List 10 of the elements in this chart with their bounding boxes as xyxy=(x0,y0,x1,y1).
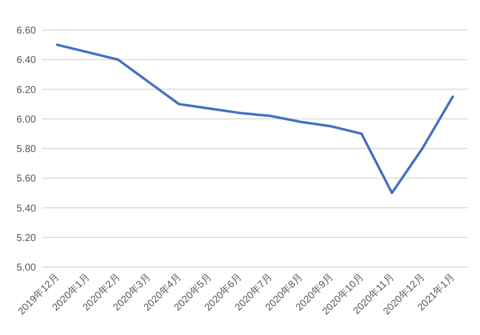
y-tick-label: 5.20 xyxy=(16,232,36,244)
y-tick-label: 5.40 xyxy=(16,203,36,214)
y-tick-label: 6.00 xyxy=(16,114,36,126)
y-tick-label: 6.20 xyxy=(16,84,36,96)
y-tick-label: 5.80 xyxy=(16,144,36,155)
y-tick-label: 6.60 xyxy=(16,26,36,36)
y-tick-label: 5.60 xyxy=(16,174,36,185)
line-series xyxy=(56,44,454,194)
y-tick-label: 5.00 xyxy=(16,262,36,274)
y-tick-label: 6.40 xyxy=(16,55,36,66)
